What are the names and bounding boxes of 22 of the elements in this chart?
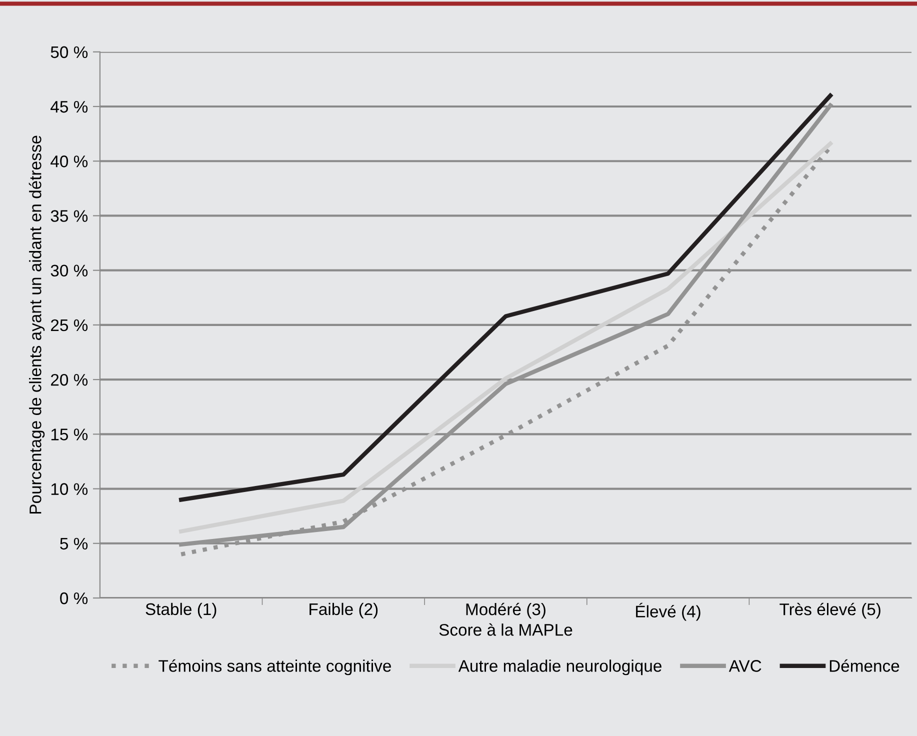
x-tick-label: Faible (2) xyxy=(310,602,378,618)
y-axis-title: Pourcentage de clients ayant un aidant en détresse xyxy=(28,136,45,514)
x-tick-label: Très élevé (5) xyxy=(780,602,880,619)
y-tick-label: 45 % xyxy=(50,100,88,113)
y-tick-label: 35 % xyxy=(50,210,88,222)
x-tick-label: Élevé (4) xyxy=(636,602,700,621)
legend-label: AVC xyxy=(728,660,762,672)
x-tick-label: Modéré (3) xyxy=(466,602,546,619)
x-tick-label: Stable (1) xyxy=(146,602,216,618)
y-tick-label: 40 % xyxy=(50,156,88,168)
y-tick-label: 30 % xyxy=(50,264,88,277)
legend-label: Témoins sans atteinte cognitive xyxy=(158,659,391,676)
y-tick-label: 25 % xyxy=(51,319,88,332)
y-tick-label: 0 % xyxy=(60,592,88,604)
y-tick-label: 15 % xyxy=(51,428,88,440)
x-axis-title: Score à la MAPLe xyxy=(439,623,572,636)
y-tick-label: 50 % xyxy=(50,46,88,58)
legend-label: Autre maladie neurologique xyxy=(458,660,662,676)
y-tick-label: 20 % xyxy=(51,374,88,386)
y-tick-label: 5 % xyxy=(60,538,88,550)
y-tick-label: 10 % xyxy=(51,483,88,495)
legend-label: Démence xyxy=(830,659,900,672)
